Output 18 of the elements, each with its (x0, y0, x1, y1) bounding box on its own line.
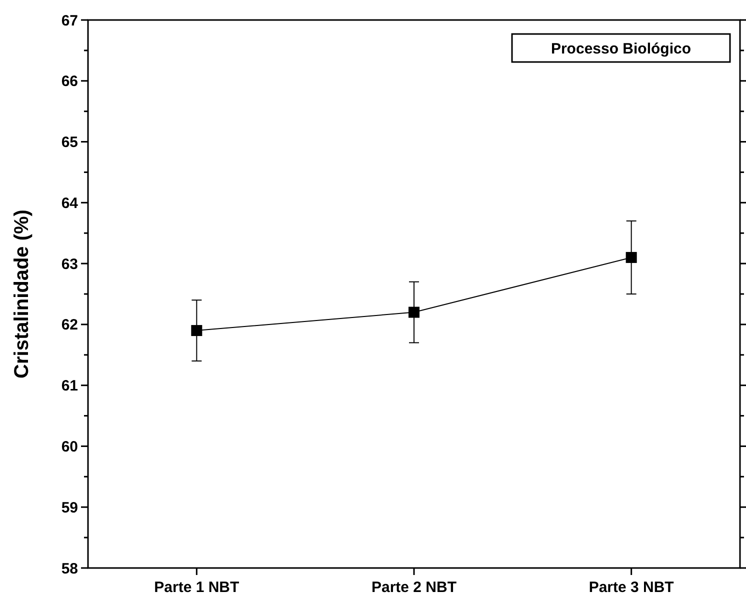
y-tick-label: 59 (61, 499, 78, 516)
y-tick-label: 66 (61, 73, 78, 90)
point (626, 252, 637, 263)
y-tick-label: 65 (61, 134, 78, 152)
y-tick-label: 67 (61, 12, 78, 30)
y-axis-title: Cristalinidade (%) (11, 210, 33, 378)
point (191, 325, 202, 336)
x-tick-label: Parte 2 NBT (371, 579, 457, 596)
y-tick-label: 63 (61, 256, 78, 273)
y-tick-label: 58 (61, 560, 78, 578)
annotation: Processo Biológico (550, 40, 692, 58)
y-tick-label: 62 (61, 316, 78, 334)
x-tick-label: Parte 1 NBT (154, 579, 240, 596)
y-tick-label: 61 (61, 378, 78, 395)
x-tick-label: Parte 3 NBT (588, 579, 674, 596)
y-tick-label: 60 (61, 438, 78, 456)
y-tick-label: 64 (61, 194, 79, 212)
point (408, 306, 420, 318)
